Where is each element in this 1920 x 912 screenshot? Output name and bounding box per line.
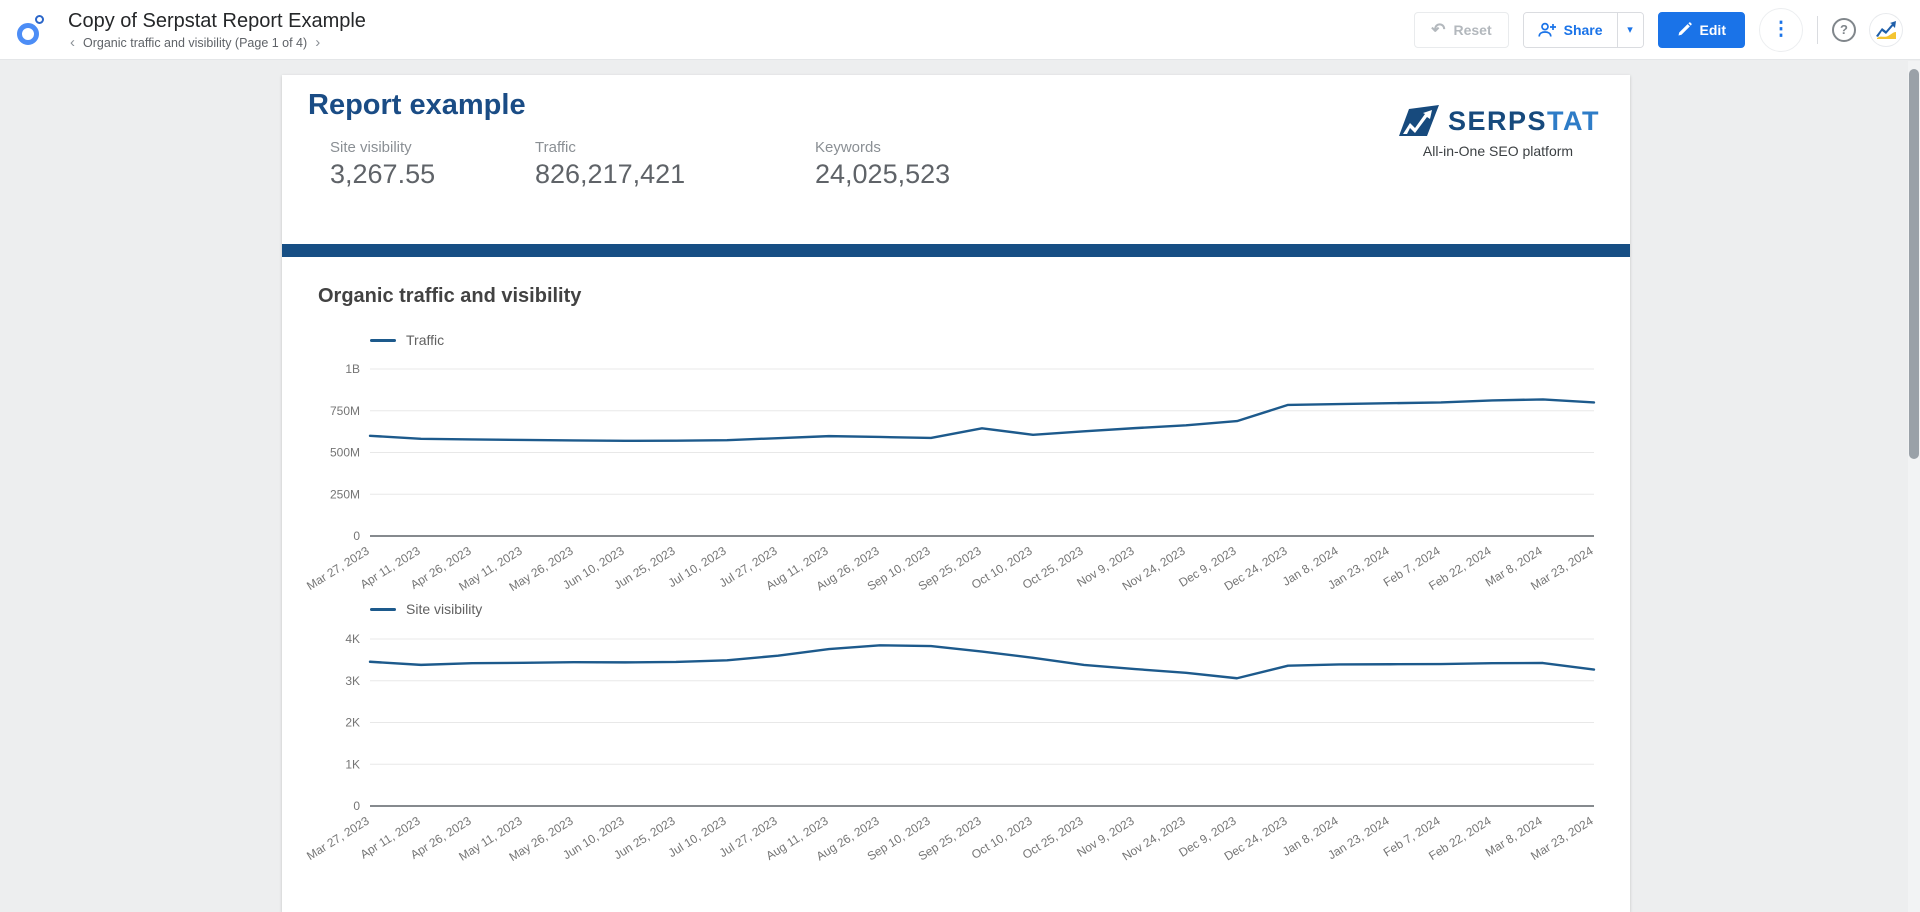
title-block: Copy of Serpstat Report Example ‹ Organi… [68, 9, 1414, 50]
serpstat-arrow-icon [1398, 105, 1439, 136]
scorecard-keywords[interactable]: Keywords 24,025,523 [815, 139, 950, 190]
serpstat-brand-block: SERPSTAT All-in-One SEO platform [1396, 105, 1600, 159]
svg-text:0: 0 [353, 799, 360, 813]
share-button[interactable]: Share [1523, 12, 1617, 47]
scorecard-value: 3,267.55 [330, 159, 436, 189]
svg-text:250M: 250M [330, 487, 360, 501]
chart-section-title: Organic traffic and visibility [318, 285, 582, 307]
scorecard-value: 826,217,421 [535, 159, 686, 189]
edit-button[interactable]: Edit [1657, 11, 1745, 48]
share-button-label: Share [1563, 21, 1603, 38]
header-divider [1817, 15, 1818, 44]
site-visibility-legend-label: Site visibility [406, 601, 483, 617]
traffic-legend-label: Traffic [406, 332, 445, 348]
scorecard-label: Site visibility [330, 139, 412, 156]
traffic-legend: Traffic [370, 332, 444, 348]
next-page-icon[interactable]: › [315, 34, 321, 51]
serpstat-logo-row: SERPSTAT [1396, 105, 1600, 137]
header-actions: ↶ Reset Share ▾ [1414, 7, 1902, 52]
svg-text:1B: 1B [345, 362, 360, 376]
scorecard-traffic[interactable]: Traffic 826,217,421 [535, 139, 685, 190]
edit-button-label: Edit [1699, 21, 1726, 38]
svg-text:2K: 2K [345, 716, 360, 730]
site-visibility-legend-swatch [370, 607, 396, 611]
svg-text:4K: 4K [345, 632, 360, 646]
svg-text:500M: 500M [330, 446, 360, 460]
reset-button[interactable]: ↶ Reset [1414, 11, 1509, 48]
user-avatar[interactable] [1870, 13, 1902, 46]
scorecard-site-visibility[interactable]: Site visibility 3,267.55 [330, 139, 435, 190]
person-add-icon [1537, 22, 1556, 37]
scrollbar-thumb[interactable] [1909, 69, 1919, 459]
scorecard-label: Keywords [815, 139, 881, 156]
svg-text:0: 0 [353, 529, 360, 543]
page-navigation: ‹ Organic traffic and visibility (Page 1… [68, 34, 1414, 51]
avatar-arrow-icon [1876, 20, 1896, 39]
wordmark-light-part: TAT [1547, 106, 1600, 136]
svg-text:3K: 3K [345, 674, 360, 688]
share-dropdown-button[interactable]: ▾ [1616, 12, 1643, 47]
svg-text:750M: 750M [330, 404, 360, 418]
report-page-title: Report example [308, 89, 526, 121]
serpstat-wordmark: SERPSTAT [1448, 106, 1600, 136]
undo-icon: ↶ [1431, 19, 1446, 39]
looker-studio-logo-icon[interactable] [16, 13, 46, 47]
report-name[interactable]: Copy of Serpstat Report Example [68, 10, 366, 32]
app-header: Copy of Serpstat Report Example ‹ Organi… [0, 0, 1920, 60]
current-page-label: Organic traffic and visibility (Page 1 o… [83, 36, 308, 50]
logo-large-ring [17, 22, 39, 45]
vertical-scrollbar[interactable] [1908, 61, 1920, 912]
traffic-legend-swatch [370, 338, 396, 342]
scorecard-value: 24,025,523 [815, 159, 951, 189]
svg-text:1K: 1K [345, 757, 360, 771]
share-split-button: Share ▾ [1522, 11, 1644, 48]
reset-button-label: Reset [1453, 21, 1492, 38]
site-visibility-legend: Site visibility [370, 601, 482, 617]
scorecard-label: Traffic [535, 139, 576, 156]
pencil-icon [1678, 22, 1692, 36]
serpstat-tagline: All-in-One SEO platform [1422, 143, 1574, 159]
wordmark-dark-part: SERPS [1447, 106, 1548, 136]
help-button[interactable]: ? [1832, 17, 1856, 42]
logo-small-ring [35, 14, 44, 24]
report-page-canvas: Report example Site visibility 3,267.55 … [282, 75, 1630, 912]
previous-page-icon[interactable]: ‹ [70, 34, 75, 51]
more-options-button[interactable]: ⋮ [1759, 7, 1803, 52]
header-divider-bar [282, 244, 1630, 257]
